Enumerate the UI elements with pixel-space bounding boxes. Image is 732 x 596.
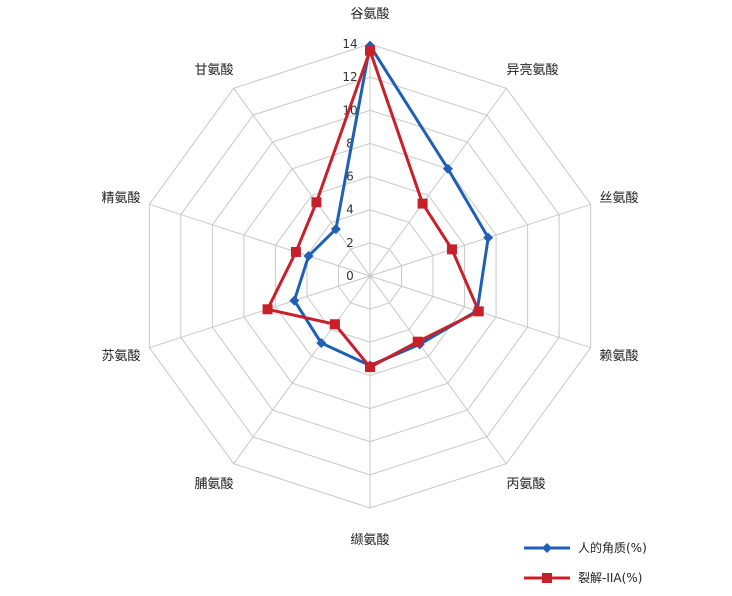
grid-spoke <box>233 88 371 277</box>
tick-label: 6 <box>346 170 354 184</box>
axis-label: 赖氨酸 <box>599 349 638 364</box>
tick-label: 12 <box>342 70 357 84</box>
series-line <box>266 49 481 369</box>
data-point <box>316 338 327 349</box>
axis-label: 苏氨酸 <box>102 348 141 364</box>
axis-label: 缬氨酸 <box>350 533 389 548</box>
data-point <box>442 163 453 174</box>
tick-label: 2 <box>346 236 354 250</box>
legend-label: 人的角质(%) <box>578 540 647 555</box>
axis-label: 脯氨酸 <box>195 477 234 492</box>
grid-spoke <box>369 88 507 277</box>
axis-label: 丝氨酸 <box>599 191 638 206</box>
legend-diamond-marker-icon <box>542 543 552 553</box>
series-2 <box>262 45 484 373</box>
axis-label: 精氨酸 <box>102 191 141 206</box>
data-point <box>303 251 314 262</box>
data-point <box>329 319 340 330</box>
axis-label: 丙氨酸 <box>506 477 545 492</box>
data-series <box>262 40 494 373</box>
grid-spoke <box>369 203 591 277</box>
data-point <box>446 244 457 255</box>
data-point <box>473 306 484 317</box>
data-point <box>289 295 300 306</box>
data-point <box>365 362 375 373</box>
grid-spoke <box>149 275 371 349</box>
data-point <box>290 246 301 257</box>
data-point <box>412 336 423 347</box>
legend: 人的角质(%) 裂解-IIA(%) <box>524 540 647 585</box>
data-point <box>417 198 428 209</box>
axis-label: 谷氨酸 <box>350 7 389 22</box>
grid-spoke <box>369 275 507 464</box>
legend-square-marker-icon <box>542 573 552 583</box>
radar-grid <box>148 43 592 509</box>
legend-item: 裂解-IIA(%) <box>524 571 642 585</box>
legend-item: 人的角质(%) <box>524 540 647 555</box>
grid-spoke <box>149 203 371 277</box>
tick-label: 0 <box>346 269 354 283</box>
data-point <box>365 45 375 56</box>
legend-label: 裂解-IIA(%) <box>578 571 642 585</box>
grid-spoke <box>233 275 371 464</box>
tick-label: 4 <box>346 203 354 217</box>
data-point <box>311 197 322 208</box>
data-point <box>262 304 273 315</box>
axis-label: 甘氨酸 <box>195 63 234 78</box>
tick-label: 8 <box>346 136 354 150</box>
data-point <box>483 232 494 243</box>
series-line <box>292 44 490 367</box>
data-point <box>330 224 341 235</box>
tick-label: 14 <box>342 37 357 51</box>
axis-label: 异亮氨酸 <box>506 62 558 78</box>
